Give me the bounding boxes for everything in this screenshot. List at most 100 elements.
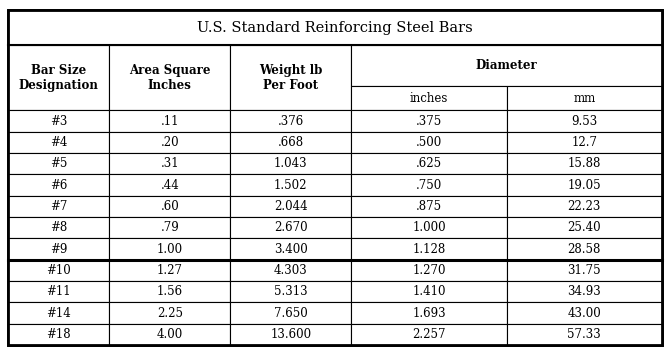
Text: #11: #11: [46, 285, 71, 298]
Bar: [230, 217, 351, 239]
Bar: [351, 132, 507, 153]
Bar: [351, 217, 507, 239]
Bar: [507, 281, 662, 302]
Bar: [8, 153, 109, 174]
Bar: [351, 110, 507, 132]
Text: .20: .20: [161, 136, 179, 149]
Text: 2.670: 2.670: [274, 221, 308, 234]
Bar: [351, 174, 507, 196]
Bar: [230, 281, 351, 302]
Text: 12.7: 12.7: [572, 136, 598, 149]
Bar: [230, 324, 351, 345]
Text: 1.27: 1.27: [157, 264, 183, 277]
Bar: [8, 239, 109, 260]
Bar: [109, 260, 230, 281]
Text: #18: #18: [46, 328, 71, 341]
Text: Diameter: Diameter: [476, 59, 537, 72]
Bar: [109, 110, 230, 132]
Text: 34.93: 34.93: [567, 285, 601, 298]
Text: 15.88: 15.88: [567, 157, 601, 170]
Bar: [507, 217, 662, 239]
Bar: [109, 196, 230, 217]
Text: #10: #10: [46, 264, 71, 277]
Bar: [507, 110, 662, 132]
Bar: [109, 174, 230, 196]
Bar: [109, 45, 230, 110]
Bar: [109, 281, 230, 302]
Text: U.S. Standard Reinforcing Steel Bars: U.S. Standard Reinforcing Steel Bars: [197, 21, 473, 35]
Bar: [507, 153, 662, 174]
Text: inches: inches: [410, 92, 448, 105]
Text: #4: #4: [50, 136, 68, 149]
Bar: [351, 302, 507, 324]
Bar: [507, 260, 662, 281]
Text: 1.56: 1.56: [157, 285, 183, 298]
Text: #7: #7: [50, 200, 68, 213]
Text: .375: .375: [416, 115, 442, 127]
Text: .875: .875: [416, 200, 442, 213]
Text: 1.000: 1.000: [412, 221, 446, 234]
Bar: [351, 239, 507, 260]
Bar: [8, 45, 109, 110]
Bar: [351, 324, 507, 345]
Bar: [351, 260, 507, 281]
Bar: [109, 239, 230, 260]
Text: 31.75: 31.75: [567, 264, 601, 277]
Bar: [230, 110, 351, 132]
Bar: [8, 10, 662, 45]
Text: #9: #9: [50, 242, 68, 256]
Bar: [230, 153, 351, 174]
Bar: [230, 132, 351, 153]
Text: 43.00: 43.00: [567, 307, 601, 320]
Text: 2.25: 2.25: [157, 307, 183, 320]
Text: mm: mm: [573, 92, 596, 105]
Text: 1.410: 1.410: [412, 285, 446, 298]
Text: Area Square
Inches: Area Square Inches: [129, 64, 210, 92]
Text: 9.53: 9.53: [572, 115, 598, 127]
Text: 1.043: 1.043: [274, 157, 308, 170]
Text: 2.257: 2.257: [412, 328, 446, 341]
Text: #3: #3: [50, 115, 68, 127]
Bar: [8, 110, 109, 132]
Bar: [230, 302, 351, 324]
Text: 7.650: 7.650: [274, 307, 308, 320]
Text: .44: .44: [161, 179, 180, 192]
Text: Weight lb
Per Foot: Weight lb Per Foot: [259, 64, 322, 92]
Text: 1.693: 1.693: [412, 307, 446, 320]
Bar: [8, 196, 109, 217]
Bar: [507, 196, 662, 217]
Bar: [8, 324, 109, 345]
Text: .625: .625: [416, 157, 442, 170]
Text: 13.600: 13.600: [270, 328, 312, 341]
Bar: [109, 217, 230, 239]
Text: 1.502: 1.502: [274, 179, 308, 192]
Bar: [351, 153, 507, 174]
Text: .60: .60: [161, 200, 180, 213]
Text: .500: .500: [416, 136, 442, 149]
Bar: [230, 174, 351, 196]
Text: 1.00: 1.00: [157, 242, 183, 256]
Text: #8: #8: [50, 221, 68, 234]
Bar: [507, 324, 662, 345]
Bar: [8, 302, 109, 324]
Bar: [109, 302, 230, 324]
Bar: [8, 260, 109, 281]
Text: #5: #5: [50, 157, 68, 170]
Text: 2.044: 2.044: [274, 200, 308, 213]
Text: .750: .750: [416, 179, 442, 192]
Bar: [109, 324, 230, 345]
Bar: [507, 239, 662, 260]
Text: .11: .11: [161, 115, 179, 127]
Bar: [8, 281, 109, 302]
Bar: [230, 196, 351, 217]
Bar: [507, 174, 662, 196]
Text: .376: .376: [278, 115, 304, 127]
Text: 57.33: 57.33: [567, 328, 601, 341]
Bar: [230, 45, 351, 110]
Text: 22.23: 22.23: [567, 200, 601, 213]
Text: 4.303: 4.303: [274, 264, 308, 277]
Bar: [8, 174, 109, 196]
Text: #14: #14: [46, 307, 71, 320]
Text: .668: .668: [278, 136, 304, 149]
Text: 3.400: 3.400: [274, 242, 308, 256]
